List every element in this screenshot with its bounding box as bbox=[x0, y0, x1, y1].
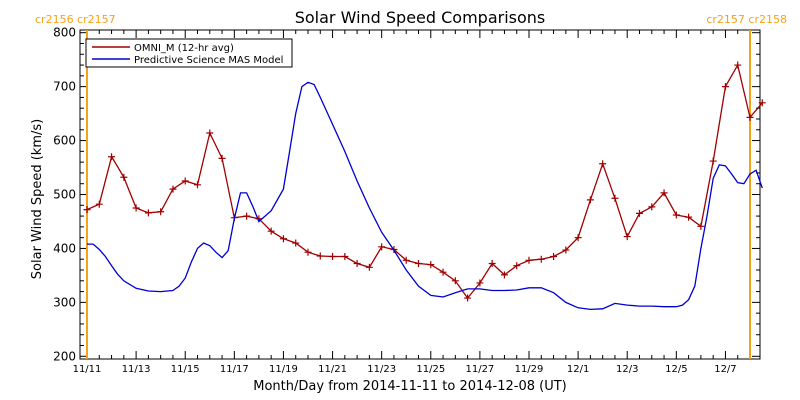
data-point-omni bbox=[464, 294, 472, 302]
x-axis-label: Month/Day from 2014-11-11 to 2014-12-08 … bbox=[253, 379, 566, 394]
x-tick-label: 11/13 bbox=[122, 364, 151, 375]
data-point-omni bbox=[292, 239, 300, 247]
series-line-omni bbox=[86, 63, 763, 300]
data-point-omni bbox=[132, 204, 140, 212]
data-point-omni bbox=[746, 113, 754, 121]
y-tick-label: 600 bbox=[53, 134, 76, 148]
x-tick-label: 11/29 bbox=[515, 364, 544, 375]
x-tick-label: 11/23 bbox=[367, 364, 396, 375]
data-point-omni bbox=[660, 189, 668, 197]
x-tick-label: 11/17 bbox=[220, 364, 249, 375]
data-point-omni bbox=[120, 173, 128, 181]
carrington-boundaries bbox=[86, 30, 751, 359]
data-point-omni bbox=[83, 206, 91, 214]
data-point-omni bbox=[562, 246, 570, 254]
data-point-omni bbox=[95, 200, 103, 208]
data-point-omni bbox=[685, 213, 693, 221]
x-tick-label: 12/1 bbox=[567, 364, 589, 375]
data-point-omni bbox=[243, 212, 251, 220]
y-axis-label: Solar Wind Speed (km/s) bbox=[30, 119, 45, 279]
data-point-omni bbox=[267, 227, 275, 235]
x-tick-label: 11/19 bbox=[269, 364, 298, 375]
data-point-omni bbox=[672, 211, 680, 219]
legend-label-mas-model: Predictive Science MAS Model bbox=[134, 55, 283, 66]
x-tick-label: 12/5 bbox=[665, 364, 687, 375]
data-point-omni bbox=[709, 157, 717, 165]
data-point-omni bbox=[476, 279, 484, 287]
data-point-omni bbox=[144, 209, 152, 217]
data-point-omni bbox=[525, 256, 533, 264]
data-point-omni bbox=[599, 160, 607, 168]
x-tick-label: 12/7 bbox=[714, 364, 736, 375]
data-point-omni bbox=[365, 263, 373, 271]
data-point-omni bbox=[636, 209, 643, 217]
legend-box bbox=[85, 38, 293, 68]
x-tick-label: 11/11 bbox=[73, 364, 102, 375]
x-tick-label: 12/3 bbox=[616, 364, 638, 375]
data-point-omni bbox=[108, 153, 116, 161]
data-point-omni bbox=[329, 253, 337, 261]
x-tick-label: 11/25 bbox=[416, 364, 445, 375]
data-point-omni bbox=[488, 260, 496, 268]
y-tick-label: 200 bbox=[53, 349, 76, 363]
data-point-omni bbox=[550, 253, 558, 261]
series-line-mas-model bbox=[87, 81, 763, 311]
legend-label-omni: OMNI_M (12-hr avg) bbox=[134, 43, 234, 54]
data-point-omni bbox=[181, 177, 189, 185]
data-point-omni bbox=[500, 271, 508, 279]
data-point-omni bbox=[402, 256, 410, 264]
chart-title: Solar Wind Speed Comparisons bbox=[295, 8, 546, 27]
data-point-omni bbox=[341, 253, 349, 261]
carrington-label-right: cr2157 cr2158 bbox=[706, 13, 787, 26]
data-point-omni bbox=[574, 234, 582, 242]
data-point-omni bbox=[439, 268, 447, 276]
data-point-omni bbox=[194, 181, 201, 189]
data-point-omni bbox=[218, 154, 226, 162]
data-point-omni bbox=[169, 185, 177, 193]
data-point-omni bbox=[415, 260, 422, 268]
chart-axes: 200 300 400 500 600 700 800 11/11 11/13 11/15 11/1… bbox=[53, 26, 761, 375]
y-tick-label: 500 bbox=[53, 188, 76, 202]
data-point-omni bbox=[513, 262, 521, 270]
y-tick-label: 400 bbox=[53, 241, 76, 255]
data-point-omni bbox=[537, 255, 545, 263]
plot-area bbox=[83, 61, 766, 311]
data-point-omni bbox=[648, 203, 656, 211]
data-point-omni bbox=[451, 277, 459, 285]
data-point-omni bbox=[697, 222, 705, 230]
data-point-omni bbox=[758, 99, 766, 107]
data-point-omni bbox=[353, 260, 361, 268]
y-tick-label: 300 bbox=[53, 295, 76, 309]
y-tick-label: 700 bbox=[53, 80, 76, 94]
data-point-omni bbox=[304, 248, 312, 256]
data-point-omni bbox=[734, 61, 742, 69]
data-point-omni bbox=[378, 243, 386, 251]
data-point-omni bbox=[623, 233, 631, 241]
carrington-label-left: cr2156 cr2157 bbox=[35, 13, 116, 26]
chart-legend: OMNI_M (12-hr avg) Predictive Science MA… bbox=[85, 38, 293, 68]
x-tick-label: 11/27 bbox=[465, 364, 494, 375]
data-point-omni bbox=[611, 194, 619, 202]
x-tick-label: 11/15 bbox=[171, 364, 200, 375]
data-point-omni bbox=[157, 208, 165, 216]
data-point-omni bbox=[586, 196, 594, 204]
data-point-omni bbox=[721, 83, 729, 91]
data-point-omni bbox=[427, 261, 435, 269]
x-tick-label: 11/21 bbox=[318, 364, 347, 375]
data-point-omni bbox=[206, 129, 214, 137]
data-point-omni bbox=[316, 252, 324, 260]
y-tick-label: 800 bbox=[53, 26, 76, 40]
data-point-omni bbox=[279, 235, 287, 243]
